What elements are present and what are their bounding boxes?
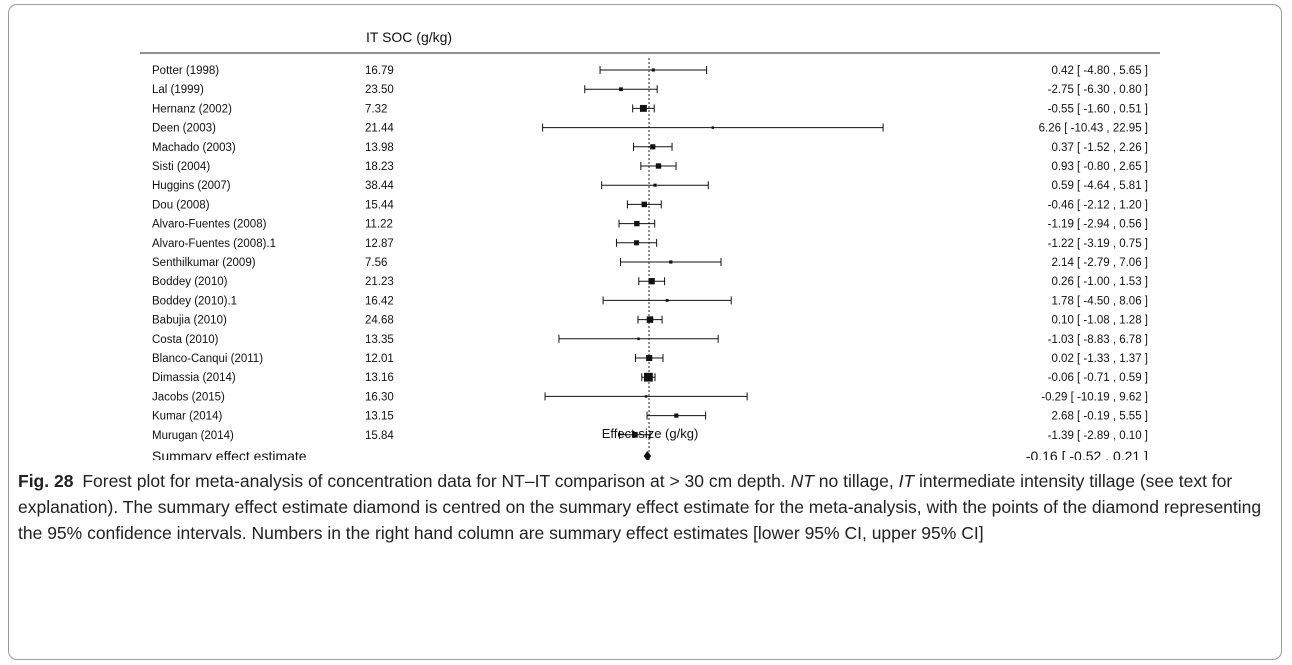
study-label: Alvaro-Fuentes (2008).1: [152, 238, 276, 250]
point-estimate: [651, 68, 655, 72]
study-effect-text: -0.46 [ -2.12 , 1.20 ]: [1048, 199, 1148, 211]
study-soc-value: 38.44: [365, 180, 394, 192]
study-label: Boddey (2010): [152, 276, 228, 288]
point-estimate: [711, 126, 715, 129]
study-effect-text: 2.68 [ -0.19 , 5.55 ]: [1051, 411, 1148, 423]
study-soc-value: 13.15: [365, 411, 394, 423]
study-soc-value: 21.23: [365, 276, 394, 288]
study-effect-text: 0.59 [ -4.64 , 5.81 ]: [1051, 180, 1148, 192]
study-label: Senthilkumar (2009): [152, 257, 256, 269]
study-label: Dou (2008): [152, 199, 210, 211]
point-estimate: [639, 104, 647, 112]
point-estimate: [665, 298, 669, 302]
caption-nt-abbr: NT: [790, 471, 814, 491]
study-label: Sisti (2004): [152, 161, 210, 173]
point-estimate: [641, 201, 648, 208]
study-label: Machado (2003): [152, 142, 236, 154]
forest-plot: IT SOC (g/kg) Potter (1998) 16.79 0.42 [ -…: [140, 29, 1160, 460]
study-effect-text: -1.19 [ -2.94 , 0.56 ]: [1048, 219, 1148, 231]
study-soc-value: 13.98: [365, 142, 394, 154]
study-soc-value: 13.16: [365, 372, 394, 384]
point-estimate: [646, 354, 653, 362]
caption-it-abbr: IT: [898, 471, 915, 491]
study-effect-text: 0.37 [ -1.52 , 2.26 ]: [1051, 142, 1148, 154]
study-effect-text: 6.26 [ -10.43 , 22.95 ]: [1039, 123, 1148, 135]
study-effect-text: -1.03 [ -8.83 , 6.78 ]: [1048, 334, 1148, 346]
study-soc-value: 11.22: [365, 219, 393, 231]
study-effect-text: 2.14 [ -2.79 , 7.06 ]: [1051, 257, 1148, 269]
point-estimate: [644, 372, 653, 382]
point-estimate: [619, 87, 623, 92]
study-label: Lal (1999): [152, 84, 204, 96]
study-label: Babujia (2010): [152, 315, 227, 327]
study-soc-value: 24.68: [365, 315, 394, 327]
study-label: Alvaro-Fuentes (2008): [152, 219, 267, 231]
study-effect-text: 0.93 [ -0.80 , 2.65 ]: [1051, 161, 1148, 173]
point-estimate: [646, 316, 654, 323]
study-soc-value: 16.79: [365, 65, 394, 77]
point-estimate: [655, 163, 662, 169]
study-label: Murugan (2014): [152, 430, 234, 442]
study-label: Boddey (2010).1: [152, 295, 237, 307]
caption-text-3: intermediate intensity tillage (see text…: [18, 471, 1262, 543]
summary-effect-text: -0.16 [ -0.52 , 0.21 ]: [1026, 448, 1148, 460]
point-estimate: [674, 413, 679, 418]
study-label: Dimassia (2014): [152, 372, 236, 384]
study-effect-text: 0.10 [ -1.08 , 1.28 ]: [1051, 315, 1148, 327]
study-soc-value: 15.44: [365, 199, 394, 211]
study-soc-value: 12.87: [365, 238, 394, 250]
point-estimate: [637, 337, 640, 341]
study-soc-value: 23.50: [365, 84, 394, 96]
study-soc-value: 18.23: [365, 161, 394, 173]
study-soc-value: 16.30: [365, 391, 394, 403]
study-soc-value: 7.56: [365, 257, 387, 269]
column-header: IT SOC (g/kg): [366, 29, 452, 45]
point-estimate: [634, 220, 640, 227]
study-effect-text: -0.55 [ -1.60 , 0.51 ]: [1048, 103, 1148, 115]
point-estimate: [650, 144, 656, 150]
point-estimate: [634, 240, 640, 246]
caption-text-1: Forest plot for meta-analysis of concent…: [82, 471, 791, 491]
study-soc-value: 21.44: [365, 123, 394, 135]
study-effect-text: 0.42 [ -4.80 , 5.65 ]: [1051, 65, 1148, 77]
figure-number: Fig. 28: [18, 471, 74, 491]
study-soc-value: 13.35: [365, 334, 394, 346]
x-axis-label: Effect size (g/kg): [602, 426, 699, 441]
point-estimate: [631, 431, 638, 438]
study-label: Blanco-Canqui (2011): [152, 353, 263, 365]
study-effect-text: 0.26 [ -1.00 , 1.53 ]: [1051, 276, 1148, 288]
study-soc-value: 16.42: [365, 295, 394, 307]
point-estimate: [653, 183, 657, 187]
study-label: Hernanz (2002): [152, 103, 232, 115]
study-label: Deen (2003): [152, 123, 216, 135]
study-label: Huggins (2007): [152, 180, 231, 192]
figure-frame: [8, 4, 1282, 660]
figure-caption: Fig. 28 Forest plot for meta-analysis of…: [18, 468, 1268, 546]
study-effect-text: -2.75 [ -6.30 , 0.80 ]: [1048, 84, 1148, 96]
study-soc-value: 15.84: [365, 430, 394, 442]
caption-text-2: no tillage,: [818, 471, 899, 491]
point-estimate: [648, 278, 655, 285]
study-effect-text: -1.22 [ -3.19 , 0.75 ]: [1048, 238, 1148, 250]
point-estimate: [644, 395, 648, 398]
study-label: Costa (2010): [152, 334, 219, 346]
study-label: Potter (1998): [152, 65, 219, 77]
study-soc-value: 7.32: [365, 103, 387, 115]
study-effect-text: 0.02 [ -1.33 , 1.37 ]: [1051, 353, 1148, 365]
study-label: Kumar (2014): [152, 411, 222, 423]
summary-label: Summary effect estimate: [152, 448, 307, 460]
study-effect-text: -0.06 [ -0.71 , 0.59 ]: [1048, 372, 1148, 384]
summary-diamond: [643, 451, 652, 460]
study-label: Jacobs (2015): [152, 391, 225, 403]
study-effect-text: 1.78 [ -4.50 , 8.06 ]: [1051, 295, 1148, 307]
study-soc-value: 12.01: [365, 353, 394, 365]
study-effect-text: -0.29 [ -10.19 , 9.62 ]: [1041, 391, 1148, 403]
point-estimate: [669, 260, 673, 264]
study-effect-text: -1.39 [ -2.89 , 0.10 ]: [1048, 430, 1148, 442]
